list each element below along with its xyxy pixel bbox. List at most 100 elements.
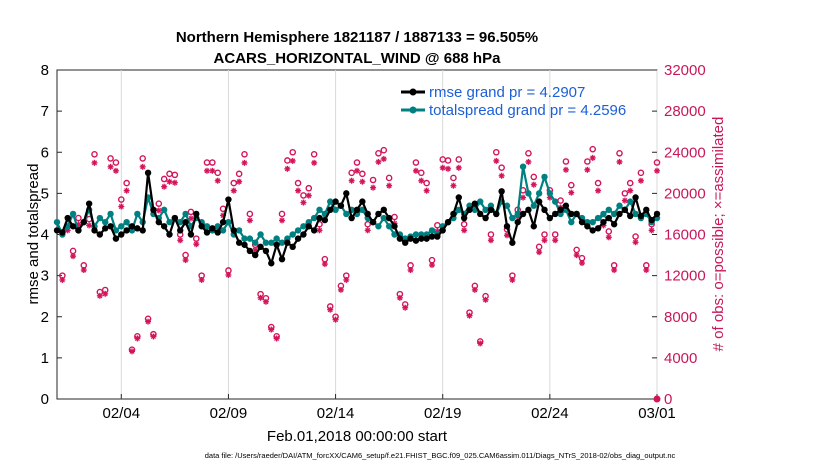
assimilated-obs-marker [145,318,152,325]
assimilated-obs-marker [166,178,173,185]
data-point [69,223,77,230]
assimilated-obs-marker [375,158,382,165]
assimilated-obs-marker [364,227,371,234]
data-point [546,214,554,222]
possible-obs-marker [530,173,538,181]
data-point [171,214,179,222]
data-point [552,210,559,218]
possible-obs-marker [417,169,425,177]
possible-obs-marker [605,228,613,235]
data-point [241,241,248,248]
data-point [610,221,618,228]
possible-obs-marker [359,170,366,178]
assimilated-obs-marker [118,203,125,210]
data-point [262,239,270,246]
possible-obs-marker [192,235,200,242]
data-point [519,210,527,218]
assimilated-obs-marker [139,163,146,170]
assimilated-obs-marker [332,316,339,323]
possible-obs-marker [230,179,238,187]
possible-obs-marker [632,233,639,240]
assimilated-obs-marker [477,340,484,347]
data-point [230,227,237,234]
data-point [578,218,586,226]
data-point [600,218,607,226]
series-totalspread [53,163,661,246]
assimilated-obs-marker [295,187,302,194]
data-point [530,202,537,209]
data-point [278,255,286,263]
data-point [257,243,264,251]
data-point [627,212,634,220]
assimilated-obs-marker [562,166,569,173]
data-point [632,210,639,218]
possible-obs-marker [487,231,495,238]
possible-obs-marker [584,158,591,165]
data-point [300,231,307,238]
assimilated-obs-marker [354,167,360,174]
data-point [177,218,184,226]
data-point [493,210,500,218]
data-point [466,206,473,214]
assimilated-obs-marker [289,157,296,164]
assimilated-obs-marker [86,222,93,229]
data-point [214,229,221,236]
possible-obs-marker [209,159,216,166]
possible-obs-marker [460,220,468,228]
assimilated-obs-marker [241,159,248,166]
data-point [160,206,168,214]
x-tick-label: 02/14 [317,405,355,422]
possible-obs-marker [412,159,420,166]
data-point [102,225,109,232]
possible-obs-marker [594,179,602,187]
assimilated-obs-marker [112,167,119,174]
assimilated-obs-marker [568,189,575,196]
assimilated-obs-marker [637,177,644,184]
data-point [134,210,141,218]
data-point [455,194,462,201]
data-point [594,214,602,222]
data-point [541,206,548,214]
obs-count-markers [59,145,661,403]
data-point [562,202,570,209]
data-point [107,210,114,218]
data-point [80,218,87,226]
data-point [460,214,468,222]
data-point [166,218,173,226]
possible-obs-marker [235,170,243,178]
data-point [321,216,329,224]
assimilated-obs-marker [616,158,623,165]
data-point [503,202,511,209]
data-point [407,235,414,242]
data-point [118,223,125,230]
assimilated-obs-marker [150,333,157,340]
assimilated-obs-marker [541,237,548,244]
possible-obs-marker [278,210,286,218]
data-point [385,223,393,230]
data-point [102,218,109,226]
assimilated-obs-marker [487,237,494,244]
assimilated-obs-marker [621,197,628,204]
y-tick-label: 5 [41,185,49,202]
assimilated-obs-marker [595,187,602,194]
possible-obs-marker [155,200,163,207]
possible-obs-marker [91,151,98,158]
assimilated-obs-marker [187,215,194,222]
assimilated-obs-marker [439,164,446,171]
data-point [568,218,575,226]
assimilated-obs-marker [161,183,168,190]
data-point [343,190,350,197]
assimilated-obs-marker [493,157,500,164]
data-point [535,190,543,197]
data-point [439,227,446,234]
possible-obs-marker [423,179,430,187]
data-point [487,206,495,214]
assimilated-obs-marker [423,187,430,194]
data-point [327,198,334,205]
data-point [209,225,216,232]
data-point [294,227,302,234]
data-point [128,223,136,230]
assimilated-obs-marker [236,178,243,185]
possible-obs-marker [348,169,355,177]
data-point [616,210,623,218]
